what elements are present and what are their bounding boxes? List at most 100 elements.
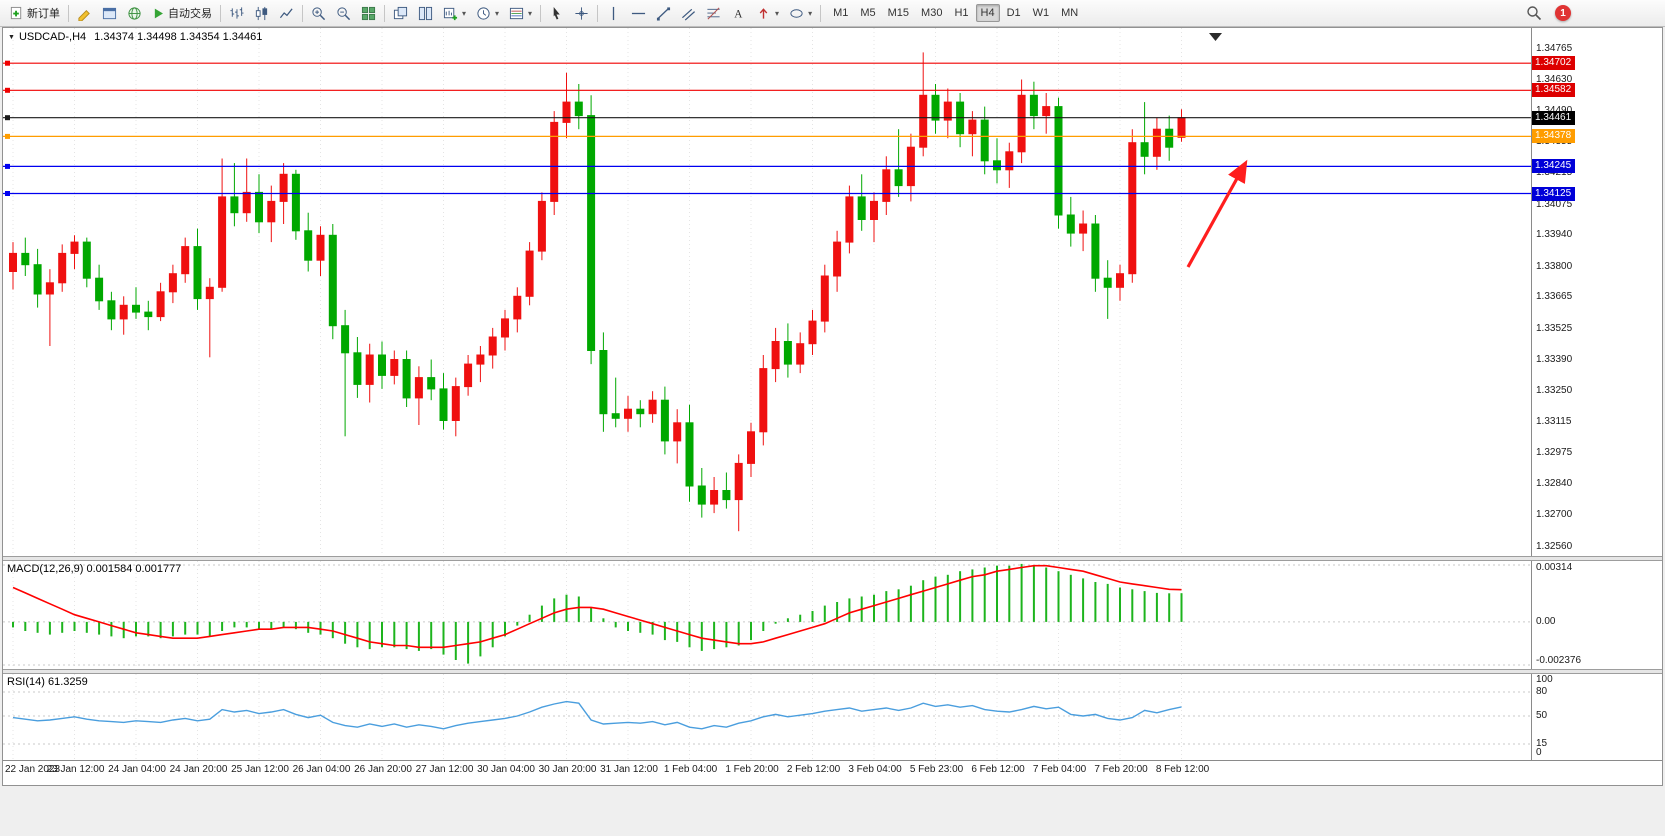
timeframe-m1[interactable]: M1 [828,4,853,22]
fibonacci-icon [707,7,720,19]
new-order-label: 新订单 [27,8,60,20]
toolbar: 新订单 自动交易 ▾ ▾ [0,0,1665,27]
panel-divider[interactable] [3,669,1662,674]
time-axis-label: 3 Feb 04:00 [848,764,902,775]
cascade-windows-button[interactable] [388,2,413,24]
time-axis[interactable]: 22 Jan 2023 23 Jan 12:00 24 Jan 04:00 24 Ja… [3,760,1662,781]
price-level-line[interactable] [3,133,1531,139]
price-badge[interactable]: 1.34378 [1532,129,1576,144]
chart-symbol-period: USDCAD-,H4 [18,31,87,43]
chart-title: ▼ USDCAD-,H4 1.34374 1.34498 1.34354 1.3… [8,31,262,43]
toolbar-right-group: 1 [1521,2,1661,24]
price-badge[interactable]: 1.34582 [1532,83,1576,98]
macd-signal-line [12,564,1182,649]
bar-chart-type-button[interactable] [224,2,249,24]
price-tick-label: 1.33115 [1536,415,1572,427]
timeframe-w1[interactable]: W1 [1028,4,1055,22]
dropdown-caret-icon: ▾ [808,8,813,18]
trendline-tool-button[interactable] [651,2,676,24]
macd-axis[interactable]: 0.00314 0.00 -0.002376 [1531,561,1661,669]
rsi-row: RSI(14) 61.3259 100 80 50 15 0 [3,674,1662,760]
main-chart-plot[interactable]: ▼ USDCAD-,H4 1.34374 1.34498 1.34354 1.3… [3,28,1531,556]
price-level-line[interactable] [3,163,1531,169]
price-tick-label: 1.34630 [1536,73,1573,85]
price-tick-label: 1.33250 [1536,385,1573,397]
cursor-tool-button[interactable] [544,2,569,24]
new-chart-button[interactable]: ▾ [438,2,471,24]
time-axis-label: 23 Jan 12:00 [46,764,105,775]
rsi-axis[interactable]: 100 80 50 15 0 [1531,674,1661,760]
market-watch-button[interactable] [97,2,122,24]
autotrading-button[interactable]: 自动交易 [147,2,217,24]
price-badge[interactable]: 1.34245 [1532,159,1576,174]
macd-indicator-chart[interactable] [3,561,1531,669]
timeframe-h1[interactable]: H1 [949,4,973,22]
price-badge[interactable]: 1.34702 [1532,56,1576,71]
web-terminal-button[interactable] [122,2,147,24]
tile-vertical-icon [418,6,433,20]
price-tick-label: 1.34490 [1536,105,1572,117]
price-level-line[interactable] [3,87,1531,93]
timeframe-d1[interactable]: D1 [1002,4,1026,22]
zoom-out-button[interactable] [331,2,356,24]
price-badge[interactable]: 1.34125 [1532,186,1576,201]
annotation-arrow[interactable] [1186,159,1248,268]
time-axis-label: 26 Jan 20:00 [354,764,412,775]
candlestick-chart-type-button[interactable] [249,2,274,24]
vertical-line-tool-button[interactable] [601,2,626,24]
price-level-line[interactable] [3,191,1531,196]
notification-badge[interactable]: 1 [1555,5,1571,21]
main-chart-row: ▼ USDCAD-,H4 1.34374 1.34498 1.34354 1.3… [3,28,1662,556]
candlestick-icon [255,6,268,20]
rsi-plot[interactable]: RSI(14) 61.3259 [3,674,1531,760]
rsi-line [12,700,1182,730]
macd-axis-label: 0.00314 [1536,562,1573,573]
time-axis-label: 2 Feb 12:00 [786,764,841,775]
price-axis[interactable]: 1.347651.346301.344901.343551.342151.340… [1531,28,1661,556]
text-tool-button[interactable]: A [726,2,751,24]
metaeditor-icon [78,9,90,21]
toolbar-separator [302,4,303,22]
price-badge[interactable]: 1.34461 [1532,110,1576,125]
timeframe-m15[interactable]: M15 [883,4,914,22]
new-order-button[interactable]: 新订单 [4,2,65,24]
rsi-axis-label: 80 [1536,686,1548,697]
tile-windows-button[interactable] [356,2,381,24]
price-level-line[interactable] [3,60,1531,66]
market-watch-icon [102,7,117,19]
zoom-in-icon [312,6,326,20]
price-tick-label: 1.34075 [1536,198,1573,210]
shapes-tool-button[interactable]: ▾ [784,2,817,24]
timeframe-h4[interactable]: H4 [975,4,1000,22]
price-tick-label: 1.33940 [1536,229,1573,241]
tile-vertical-button[interactable] [413,2,438,24]
zoom-in-button[interactable] [306,2,331,24]
rsi-axis-label: 0 [1536,747,1542,758]
price-level-line[interactable] [3,115,1531,121]
panel-divider[interactable] [3,556,1662,561]
clock-icon [477,6,490,20]
metaeditor-button[interactable] [72,2,97,24]
time-axis-label: 26 Jan 04:00 [292,764,351,775]
fibonacci-tool-button[interactable] [701,2,726,24]
rsi-indicator-chart[interactable] [3,674,1531,760]
chart-shift-marker[interactable] [1209,33,1222,41]
chart-collapse-icon[interactable]: ▼ [8,33,15,41]
time-axis-label: 31 Jan 12:00 [600,764,658,775]
candlestick-chart[interactable] [3,28,1531,556]
timeframe-m30[interactable]: M30 [916,4,947,22]
line-chart-type-button[interactable] [274,2,299,24]
crosshair-tool-button[interactable] [569,2,594,24]
timeframe-mn[interactable]: MN [1056,4,1083,22]
search-button[interactable] [1521,2,1547,24]
price-tick-label: 1.33525 [1536,323,1573,335]
vertical-line-icon [612,6,615,20]
macd-plot[interactable]: MACD(12,26,9) 0.001584 0.001777 [3,561,1531,669]
period-button[interactable]: ▾ [471,2,504,24]
arrows-tool-button[interactable]: ▾ [751,2,784,24]
horizontal-line-tool-button[interactable] [626,2,651,24]
template-button[interactable]: ▾ [504,2,537,24]
chart-ohlc-values: 1.34374 1.34498 1.34354 1.34461 [94,31,263,43]
channel-tool-button[interactable] [676,2,701,24]
timeframe-m5[interactable]: M5 [855,4,880,22]
